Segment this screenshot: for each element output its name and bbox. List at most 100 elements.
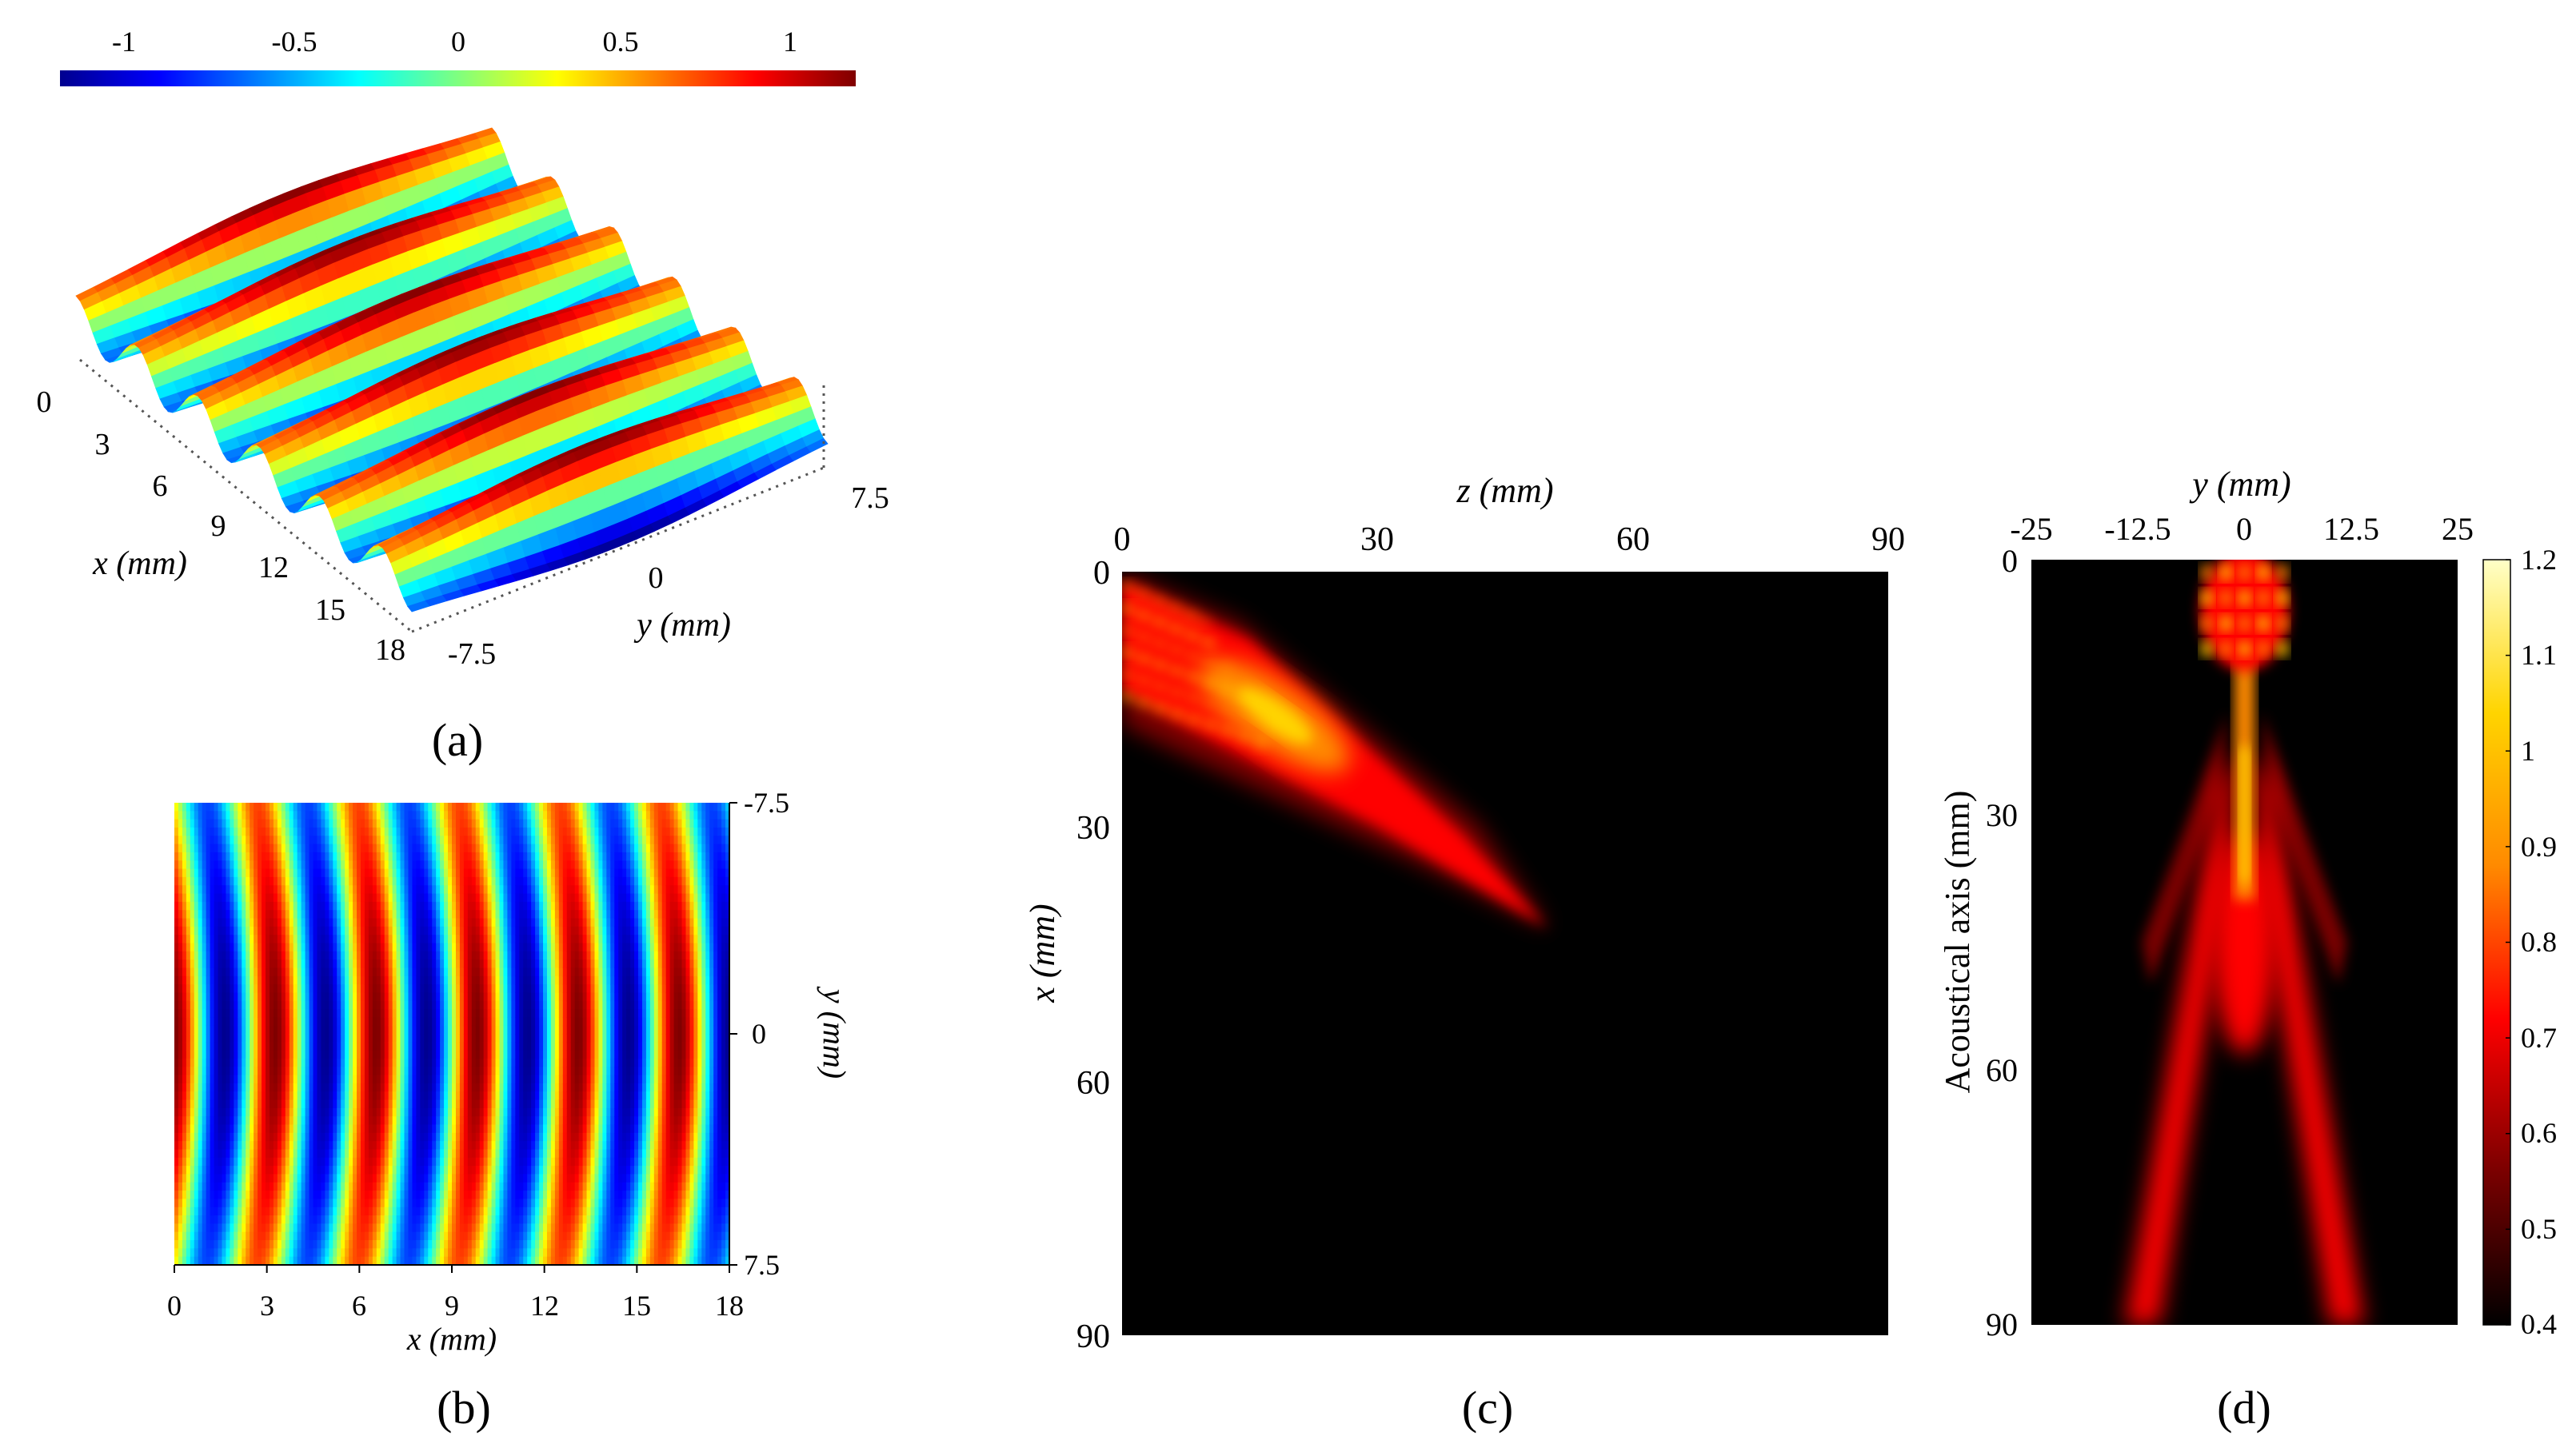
heatmap-cell	[178, 1116, 183, 1126]
heatmap-cell	[234, 876, 238, 886]
heatmap-cell	[325, 943, 329, 952]
heatmap-cell	[349, 1025, 353, 1035]
heatmap-cell	[238, 1025, 242, 1035]
heatmap-cell	[329, 1017, 333, 1027]
heatmap-cell	[341, 926, 345, 935]
heatmap-cell	[198, 1256, 203, 1266]
heatmap-cell	[242, 844, 246, 853]
heatmap-cell	[333, 1075, 337, 1084]
heatmap-cell	[174, 1199, 179, 1208]
heatmap-cell	[317, 893, 322, 903]
heatmap-cell	[384, 1248, 389, 1258]
heatmap-cell	[289, 1075, 294, 1084]
heatmap-cell	[218, 967, 223, 977]
heatmap-cell	[345, 1124, 349, 1134]
heatmap-cell	[301, 901, 306, 911]
heatmap-cell	[333, 926, 337, 935]
heatmap-cell	[194, 1223, 199, 1233]
heatmap-cell	[337, 959, 341, 969]
heatmap-cell	[372, 1223, 377, 1233]
heatmap-cell	[202, 1240, 207, 1249]
heatmap-cell	[174, 1017, 179, 1027]
heatmap-cell	[210, 1256, 215, 1266]
heatmap-cell	[277, 1256, 282, 1266]
heatmap-cell	[325, 1000, 329, 1010]
heatmap-cell	[329, 852, 333, 861]
heatmap-cell	[368, 1207, 373, 1216]
heatmap-cell	[246, 885, 250, 895]
heatmap-cell	[273, 885, 278, 895]
heatmap-cell	[174, 967, 179, 977]
heatmap-cell	[357, 910, 361, 919]
heatmap-cell	[337, 1050, 341, 1059]
heatmap-cell	[301, 811, 306, 820]
heatmap-cell	[238, 1050, 242, 1059]
heatmap-cell	[353, 1207, 357, 1216]
heatmap-cell	[218, 1058, 223, 1067]
y-axis-label-3d: y (mm)	[633, 607, 731, 644]
heatmap-cell	[246, 844, 250, 853]
heatmap-cell	[325, 901, 329, 911]
heatmap-cell	[309, 836, 314, 845]
heatmap-cell	[258, 1132, 262, 1142]
heatmap-cell	[202, 1157, 207, 1167]
heatmap-cell	[357, 836, 361, 845]
heatmap-cell	[293, 1000, 298, 1010]
heatmap-cell	[226, 836, 230, 845]
heatmap-cell	[309, 1000, 314, 1010]
heatmap-cell	[380, 819, 385, 828]
heatmap-cell	[364, 811, 369, 820]
heatmap-cell	[254, 1116, 258, 1126]
heatmap-cell	[250, 1231, 254, 1241]
heatmap-cell	[349, 1083, 353, 1092]
heatmap-cell	[273, 1116, 278, 1126]
heatmap-cell	[388, 926, 393, 935]
heatmap-cell	[174, 1009, 179, 1018]
heatmap-cell	[345, 803, 349, 812]
heatmap-cell	[190, 967, 195, 977]
heatmap-cell	[190, 1199, 195, 1208]
heatmap-cell	[250, 910, 254, 919]
heatmap-cell	[226, 1166, 230, 1175]
heatmap-cell	[368, 1083, 373, 1092]
heatmap-cell	[305, 1223, 310, 1233]
heatmap-cell	[345, 1215, 349, 1224]
heatmap-cell	[360, 926, 365, 935]
heatmap-cell	[285, 901, 290, 911]
heatmap-cell	[222, 819, 227, 828]
heatmap-cell	[345, 811, 349, 820]
heatmap-cell	[226, 1124, 230, 1134]
heatmap-cell	[254, 1223, 258, 1233]
heatmap-cell	[333, 1017, 337, 1027]
heatmap-cell	[178, 959, 183, 969]
heatmap-cell	[242, 1099, 246, 1109]
heatmap-cell	[357, 1166, 361, 1175]
heatmap-cell	[281, 868, 286, 878]
heatmap-cell	[186, 803, 191, 812]
heatmap-cell	[218, 1067, 223, 1076]
heatmap-cell	[349, 836, 353, 845]
heatmap-cell	[186, 910, 191, 919]
heatmap-cell	[202, 1000, 207, 1010]
heatmap-cell	[380, 901, 385, 911]
heatmap-cell	[202, 1166, 207, 1175]
heatmap-cell	[186, 1099, 191, 1109]
heatmap-cell	[364, 860, 369, 870]
heatmap-cell	[317, 1091, 322, 1101]
heatmap-cell	[309, 1017, 314, 1027]
heatmap-cell	[281, 860, 286, 870]
heatmap-cell	[218, 951, 223, 960]
heatmap-cell	[329, 984, 333, 993]
heatmap-cell	[337, 876, 341, 886]
heatmap-cell	[289, 819, 294, 828]
heatmap-cell	[349, 1050, 353, 1059]
heatmap-cell	[266, 1034, 270, 1043]
heatmap-cell	[190, 1075, 195, 1084]
heatmap-cell	[349, 1099, 353, 1109]
heatmap-cell	[178, 1050, 183, 1059]
heatmap-cell	[210, 1025, 215, 1035]
heatmap-cell	[194, 893, 199, 903]
heatmap-cell	[210, 1124, 215, 1134]
heatmap-cell	[186, 1058, 191, 1067]
heatmap-cell	[321, 1182, 325, 1191]
